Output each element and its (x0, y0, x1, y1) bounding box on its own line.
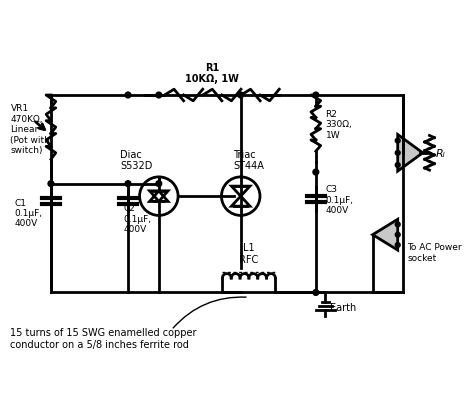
Text: Earth: Earth (330, 302, 356, 312)
Text: R2
330Ω,
1W: R2 330Ω, 1W (326, 110, 352, 140)
Circle shape (156, 181, 162, 187)
Circle shape (395, 223, 400, 227)
Circle shape (125, 181, 131, 187)
Circle shape (313, 290, 319, 296)
Polygon shape (398, 135, 423, 172)
Circle shape (125, 93, 131, 99)
Circle shape (395, 243, 400, 248)
Text: To AC Power
socket: To AC Power socket (407, 243, 462, 262)
Circle shape (395, 233, 400, 237)
Text: R1
10KΩ, 1W: R1 10KΩ, 1W (185, 63, 239, 84)
Text: VR1
470KΩ,
Linear
(Pot with
switch): VR1 470KΩ, Linear (Pot with switch) (10, 104, 50, 155)
Text: Rₗ: Rₗ (435, 148, 445, 158)
Polygon shape (373, 220, 398, 251)
Text: C2
0.1μF,
400V: C2 0.1μF, 400V (123, 204, 151, 234)
Circle shape (313, 170, 319, 176)
Text: C3
0.1μF,
400V: C3 0.1μF, 400V (326, 185, 354, 215)
Text: C1
0.1μF,
400V: C1 0.1μF, 400V (14, 198, 42, 228)
Circle shape (156, 93, 162, 99)
Circle shape (48, 181, 54, 187)
Text: L1
RFC: L1 RFC (239, 242, 258, 264)
Text: 15 turns of 15 SWG enamelled copper
conductor on a 5/8 inches ferrite rod: 15 turns of 15 SWG enamelled copper cond… (10, 327, 197, 349)
Circle shape (395, 139, 400, 144)
Text: Triac
ST44A: Triac ST44A (233, 149, 264, 171)
Circle shape (395, 151, 400, 156)
Circle shape (313, 93, 319, 99)
Circle shape (238, 93, 244, 99)
Text: Diac
S532D: Diac S532D (120, 149, 153, 171)
Circle shape (395, 163, 400, 168)
